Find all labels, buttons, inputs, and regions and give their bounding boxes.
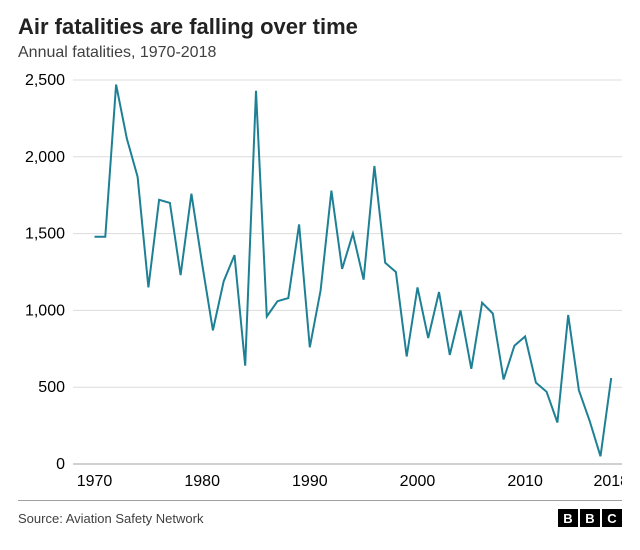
y-tick-label: 1,500 [25,226,65,243]
y-tick-label: 2,000 [25,149,65,166]
chart-footer: Source: Aviation Safety Network B B C [18,500,622,527]
bbc-logo-b1: B [558,509,578,527]
source-label: Source: Aviation Safety Network [18,511,203,526]
bbc-logo: B B C [558,509,622,527]
y-tick-label: 0 [56,456,65,473]
chart-container: Air fatalities are falling over time Ann… [0,0,640,550]
plot-area: 0 500 1,000 1,500 2,000 2,500 1970 1980 1990 2000… [18,72,622,492]
y-tick-label: 2,500 [25,72,65,89]
x-tick-label: 1970 [77,473,113,490]
bbc-logo-b2: B [580,509,600,527]
line-chart-svg: 0 500 1,000 1,500 2,000 2,500 1970 1980 1990 2000… [18,72,622,492]
x-axis-ticks: 1970 1980 1990 2000 2010 2018 [77,464,622,490]
y-axis-ticks: 0 500 1,000 1,500 2,000 2,500 [25,72,65,473]
grid [73,80,622,464]
x-tick-label: 2000 [400,473,436,490]
bbc-logo-c: C [602,509,622,527]
chart-title: Air fatalities are falling over time [18,14,622,40]
y-tick-label: 1,000 [25,302,65,319]
x-tick-label: 1990 [292,473,328,490]
y-tick-label: 500 [38,379,65,396]
x-tick-label: 2018 [593,473,622,490]
chart-subtitle: Annual fatalities, 1970-2018 [18,44,622,62]
x-tick-label: 2010 [507,473,543,490]
x-tick-label: 1980 [184,473,220,490]
fatalities-line [95,85,612,457]
